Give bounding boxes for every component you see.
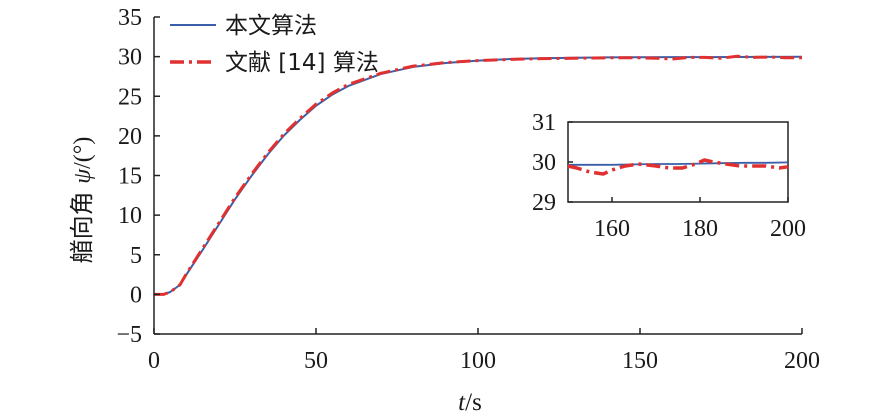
main-series-line-2 [154, 54, 802, 296]
main-y-tick-label-3: 5 [130, 243, 142, 269]
inset-y-tick-label-3: 31 [532, 110, 556, 136]
main-y-tick-label-9: 35 [118, 5, 142, 31]
inset-series-line-2 [567, 158, 789, 176]
main-y-tick-label-1: −5 [116, 322, 142, 348]
inset-series-group [567, 158, 789, 176]
main-y-tick-label-4: 10 [118, 203, 142, 229]
x-axis-label: t/s [458, 389, 482, 416]
inset-x-tick-label-3: 200 [770, 216, 806, 242]
inset-y-tick-label-1: 29 [532, 190, 556, 216]
main-series-group [154, 54, 803, 296]
main-y-tick-label-5: 15 [118, 164, 142, 190]
y-axis-label: 艏向角 ψ/(°) [68, 137, 96, 264]
main-x-tick-label-5: 200 [784, 348, 820, 374]
inset-x-tick-label-1: 160 [594, 216, 630, 242]
inset-x-tick-label-2: 180 [682, 216, 718, 242]
inset-y-tick-label-2: 30 [532, 150, 556, 176]
legend-label-series-2: 文献 [14] 算法 [225, 50, 379, 76]
legend: 本文算法 文献 [14] 算法 [170, 13, 379, 76]
main-y-tick-label-8: 30 [118, 45, 142, 71]
main-y-tick-label-6: 20 [118, 124, 142, 150]
inset-plot: 160 180 200 29 30 31 [532, 110, 806, 242]
main-y-tick-label-2: 0 [130, 282, 142, 308]
main-x-tick-label-4: 150 [622, 348, 658, 374]
main-x-tick-label-2: 50 [304, 348, 328, 374]
main-x-tick-label-1: 0 [148, 348, 160, 374]
main-x-tick-label-3: 100 [460, 348, 496, 374]
inset-series-line-1 [568, 161, 789, 166]
main-y-tick-label-7: 25 [118, 84, 142, 110]
legend-label-series-1: 本文算法 [225, 13, 317, 39]
inset-ticks: 160 180 200 29 30 31 [532, 110, 806, 242]
